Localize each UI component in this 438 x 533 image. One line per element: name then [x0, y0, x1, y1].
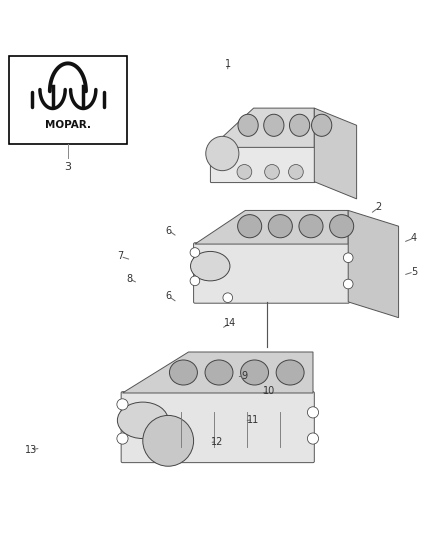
Circle shape [117, 433, 128, 444]
Circle shape [289, 165, 303, 179]
Text: 6: 6 [166, 291, 172, 301]
Circle shape [223, 293, 233, 303]
Circle shape [307, 407, 318, 418]
Circle shape [162, 451, 174, 462]
Ellipse shape [264, 114, 284, 136]
Ellipse shape [276, 360, 304, 385]
Ellipse shape [237, 215, 262, 238]
Text: 10: 10 [263, 386, 276, 397]
Circle shape [265, 165, 279, 179]
Text: MOPAR.: MOPAR. [45, 119, 91, 130]
Circle shape [190, 276, 200, 286]
Text: 4: 4 [411, 233, 417, 243]
Polygon shape [211, 108, 314, 147]
Text: 7: 7 [117, 252, 124, 261]
Text: 13: 13 [25, 445, 37, 455]
Ellipse shape [299, 215, 323, 238]
Text: 6: 6 [166, 225, 172, 236]
Text: 8: 8 [126, 274, 132, 284]
FancyBboxPatch shape [9, 56, 127, 144]
Ellipse shape [206, 136, 239, 171]
Ellipse shape [329, 215, 354, 238]
Ellipse shape [191, 252, 230, 281]
FancyBboxPatch shape [194, 243, 350, 303]
Circle shape [343, 253, 353, 263]
Text: 14: 14 [224, 318, 236, 328]
Polygon shape [123, 352, 313, 393]
Ellipse shape [238, 114, 258, 136]
FancyBboxPatch shape [210, 147, 315, 183]
FancyBboxPatch shape [121, 392, 314, 463]
Text: 3: 3 [64, 162, 71, 172]
Circle shape [117, 399, 128, 410]
Circle shape [190, 248, 200, 257]
Ellipse shape [311, 114, 332, 136]
Circle shape [237, 165, 252, 179]
Polygon shape [348, 211, 399, 318]
Ellipse shape [205, 360, 233, 385]
Text: 1: 1 [225, 59, 231, 69]
Text: 12: 12 [211, 437, 223, 447]
Text: 11: 11 [247, 415, 259, 425]
Ellipse shape [290, 114, 310, 136]
Text: 5: 5 [411, 266, 417, 277]
Polygon shape [195, 211, 348, 244]
Text: 2: 2 [376, 203, 382, 212]
Ellipse shape [240, 360, 268, 385]
Text: 9: 9 [241, 371, 247, 381]
Ellipse shape [268, 215, 292, 238]
Circle shape [143, 415, 194, 466]
Circle shape [307, 433, 318, 444]
Ellipse shape [117, 402, 168, 439]
Circle shape [343, 279, 353, 289]
Ellipse shape [170, 360, 198, 385]
Polygon shape [314, 108, 357, 199]
